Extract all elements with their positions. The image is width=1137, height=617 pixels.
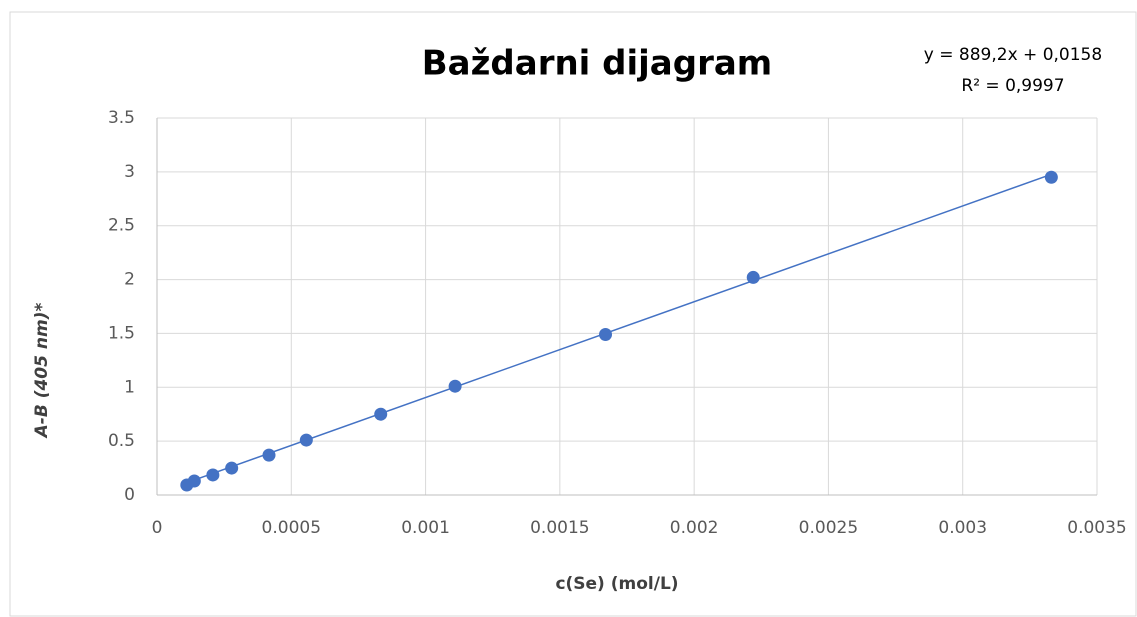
- x-tick-label: 0.001: [401, 518, 450, 538]
- x-axis-title: c(Se) (mol/L): [555, 574, 678, 594]
- y-tick-label: 0: [124, 485, 135, 505]
- data-point: [187, 474, 201, 488]
- x-tick-label: 0.0035: [1067, 518, 1126, 538]
- y-tick-label: 0.5: [108, 431, 135, 451]
- x-tick-label: 0: [152, 518, 163, 538]
- y-tick-label: 1.5: [108, 323, 135, 343]
- trendline-r-squared: R² = 0,9997: [961, 76, 1064, 96]
- data-point: [1044, 170, 1058, 184]
- y-tick-label: 2: [124, 270, 135, 290]
- x-tick-label: 0.0005: [262, 518, 321, 538]
- y-tick-label: 3.5: [108, 108, 135, 128]
- x-tick-label: 0.002: [670, 518, 719, 538]
- chart-frame: [9, 11, 1137, 617]
- y-tick-label: 3: [124, 162, 135, 182]
- data-point: [599, 328, 613, 342]
- x-tick-label: 0.0015: [530, 518, 589, 538]
- trendline-equation: y = 889,2x + 0,0158: [924, 45, 1102, 65]
- x-tick-label: 0.003: [938, 518, 987, 538]
- y-tick-label: 1: [124, 377, 135, 397]
- data-point: [746, 270, 760, 284]
- chart-title: Baždarni dijagram: [422, 44, 772, 84]
- data-point: [448, 379, 462, 393]
- data-point: [225, 461, 239, 475]
- data-point: [299, 433, 313, 447]
- data-point: [374, 407, 388, 421]
- data-point: [206, 468, 220, 482]
- trendline: [186, 173, 1052, 484]
- data-point: [262, 448, 276, 462]
- x-tick-label: 0.0025: [799, 518, 858, 538]
- y-axis-title: A-B (405 nm)*: [32, 303, 52, 440]
- y-tick-label: 2.5: [108, 216, 135, 236]
